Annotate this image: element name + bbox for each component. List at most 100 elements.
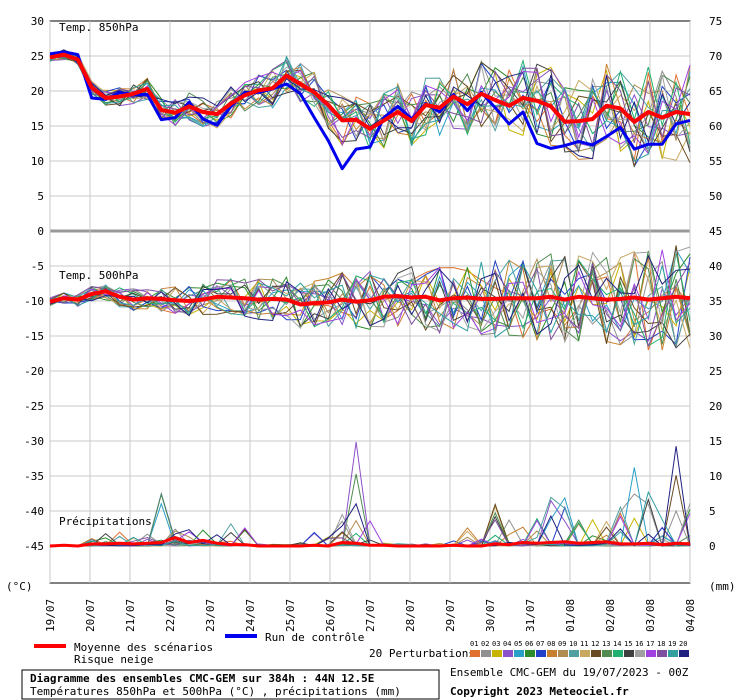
mean-line-t850 [49, 52, 691, 131]
right-tick-label: 65 [709, 85, 722, 98]
right-tick-label: 35 [709, 295, 722, 308]
legend-snow-label: Risque neige [74, 653, 153, 666]
x-tick-label: 29/07 [444, 599, 457, 632]
right-tick-label: 40 [709, 260, 722, 273]
member-swatch [470, 650, 480, 657]
member-id-label: 11 [580, 640, 588, 648]
right-tick-label: 25 [709, 365, 722, 378]
left-tick-label: 0 [37, 225, 44, 238]
member-id-label: 08 [547, 640, 555, 648]
x-tick-label: 03/08 [644, 599, 657, 632]
member-swatch [657, 650, 667, 657]
copyright-label: Copyright 2023 Meteociel.fr [450, 685, 629, 698]
x-tick-label: 25/07 [284, 599, 297, 632]
member-swatch [580, 650, 590, 657]
member-id-label: 20 [679, 640, 687, 648]
mean-line-t500 [49, 289, 691, 307]
member-id-label: 14 [613, 640, 621, 648]
legend-control-swatch [225, 634, 257, 638]
right-tick-label: 30 [709, 330, 722, 343]
x-tick-label: 28/07 [404, 599, 417, 632]
left-tick-label: 5 [37, 190, 44, 203]
member-id-label: 16 [635, 640, 643, 648]
axis-ticks: 302520151050-5-10-15-20-25-30-35-40-4575… [24, 15, 722, 632]
member-id-label: 06 [525, 640, 533, 648]
left-tick-label: 15 [31, 120, 44, 133]
control-line-t850 [49, 50, 691, 171]
member-swatch [602, 650, 612, 657]
x-tick-label: 22/07 [164, 599, 177, 632]
member-swatch [613, 650, 623, 657]
panel-label-t500: Temp. 500hPa [59, 269, 138, 282]
left-tick-label: 30 [31, 15, 44, 28]
member-swatch [492, 650, 502, 657]
left-tick-label: 20 [31, 85, 44, 98]
right-tick-label: 55 [709, 155, 722, 168]
chart-title: Diagramme des ensembles CMC-GEM sur 384h… [30, 672, 374, 685]
member-id-label: 13 [602, 640, 610, 648]
right-tick-label: 75 [709, 15, 722, 28]
mean-line-precip [49, 536, 691, 548]
perturbation-legend: 01 02 03 04 05 06 07 08 09 10 11 12 13 14 15 16 17 18 19 20 [470, 640, 689, 657]
member-id-label: 03 [492, 640, 500, 648]
member-line-t850 [49, 54, 691, 152]
member-swatch [569, 650, 579, 657]
member-line-t500 [49, 254, 691, 336]
x-tick-label: 01/08 [564, 599, 577, 632]
member-id-label: 17 [646, 640, 654, 648]
left-tick-label: -35 [24, 470, 44, 483]
member-id-label: 04 [503, 640, 511, 648]
member-swatch [624, 650, 634, 657]
member-swatch [646, 650, 656, 657]
right-tick-label: 60 [709, 120, 722, 133]
right-tick-label: 70 [709, 50, 722, 63]
member-line-t850 [49, 50, 691, 148]
legend-mean-label: Moyenne des scénarios [74, 641, 213, 654]
member-id-label: 01 [470, 640, 478, 648]
member-line-t500 [49, 252, 691, 347]
x-tick-label: 27/07 [364, 599, 377, 632]
member-id-label: 07 [536, 640, 544, 648]
chart-subtitle: Températures 850hPa et 500hPa (°C) , pré… [30, 685, 401, 698]
left-tick-label: -10 [24, 295, 44, 308]
member-line-t500 [49, 261, 691, 339]
member-id-label: 05 [514, 640, 522, 648]
legend-perturbations-label: 20 Perturbations [369, 647, 475, 660]
member-id-label: 19 [668, 640, 676, 648]
member-id-label: 10 [569, 640, 577, 648]
x-tick-label: 04/08 [684, 599, 697, 632]
right-tick-label: 0 [709, 540, 716, 553]
left-tick-label: -5 [31, 260, 44, 273]
member-id-label: 09 [558, 640, 566, 648]
main-lines [49, 50, 691, 548]
right-unit-label: (mm) [709, 580, 736, 593]
left-tick-label: -30 [24, 435, 44, 448]
panel-label-precip: Précipitations [59, 515, 152, 528]
run-label: Ensemble CMC-GEM du 19/07/2023 - 00Z [450, 666, 689, 679]
left-tick-label: 10 [31, 155, 44, 168]
member-swatch [481, 650, 491, 657]
left-tick-label: 25 [31, 50, 44, 63]
member-swatch [514, 650, 524, 657]
right-tick-label: 10 [709, 470, 722, 483]
x-tick-label: 30/07 [484, 599, 497, 632]
member-swatch [591, 650, 601, 657]
x-tick-label: 21/07 [124, 599, 137, 632]
member-id-label: 12 [591, 640, 599, 648]
member-swatch [547, 650, 557, 657]
title-box [21, 669, 440, 700]
x-tick-label: 20/07 [84, 599, 97, 632]
member-swatch [679, 650, 689, 657]
left-unit-label: (°C) [6, 580, 33, 593]
legend-mean-swatch [34, 644, 66, 648]
member-swatch [525, 650, 535, 657]
right-tick-label: 45 [709, 225, 722, 238]
left-tick-label: -40 [24, 505, 44, 518]
member-swatch [503, 650, 513, 657]
member-swatch [558, 650, 568, 657]
right-tick-label: 5 [709, 505, 716, 518]
member-line-t500 [49, 245, 691, 344]
left-tick-label: -45 [24, 540, 44, 553]
member-swatch [668, 650, 678, 657]
